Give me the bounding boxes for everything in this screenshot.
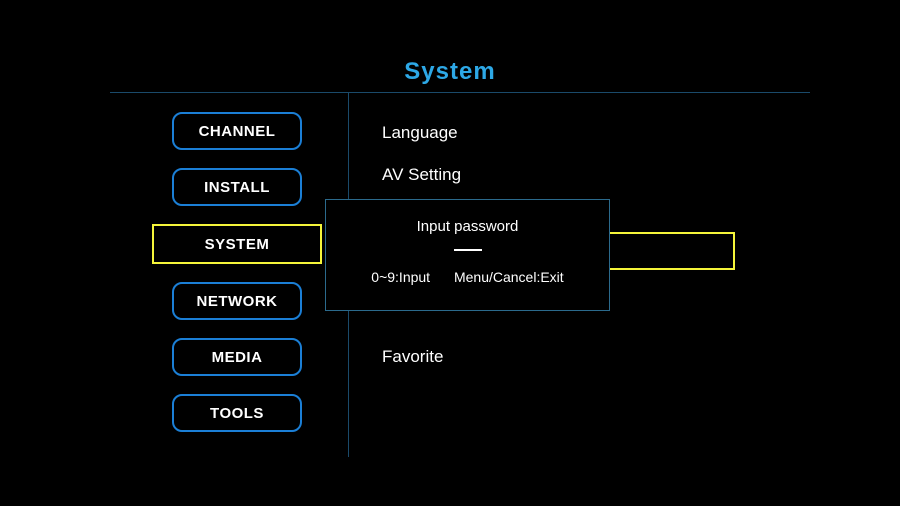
nav-label: SYSTEM xyxy=(205,236,270,253)
settings-screen: System CHANNEL INSTALL SYSTEM NETWORK ME… xyxy=(0,0,900,506)
hint-exit: Menu/Cancel:Exit xyxy=(454,269,564,285)
setting-label: Language xyxy=(382,123,458,143)
hint-input: 0~9:Input xyxy=(371,269,430,285)
password-input-line[interactable] xyxy=(454,249,482,251)
nav-channel[interactable]: CHANNEL xyxy=(172,112,302,150)
nav-network[interactable]: NETWORK xyxy=(172,282,302,320)
setting-label: Favorite xyxy=(382,347,443,367)
dialog-title: Input password xyxy=(417,218,519,235)
nav-media[interactable]: MEDIA xyxy=(172,338,302,376)
nav-label: NETWORK xyxy=(197,293,278,310)
setting-language[interactable]: Language xyxy=(382,112,461,154)
nav-label: INSTALL xyxy=(204,179,270,196)
setting-av-setting[interactable]: AV Setting xyxy=(382,154,461,196)
divider-top xyxy=(110,92,810,93)
setting-favorite[interactable]: Favorite xyxy=(382,336,461,378)
dialog-hint: 0~9:Input Menu/Cancel:Exit xyxy=(361,269,573,285)
setting-label: AV Setting xyxy=(382,165,461,185)
nav-tools[interactable]: TOOLS xyxy=(172,394,302,432)
sidebar: CHANNEL INSTALL SYSTEM NETWORK MEDIA TOO… xyxy=(172,112,322,450)
nav-label: MEDIA xyxy=(212,349,263,366)
nav-label: TOOLS xyxy=(210,405,264,422)
password-dialog: Input password 0~9:Input Menu/Cancel:Exi… xyxy=(325,199,610,311)
nav-install[interactable]: INSTALL xyxy=(172,168,302,206)
page-title: System xyxy=(0,58,900,86)
nav-label: CHANNEL xyxy=(199,123,276,140)
nav-system[interactable]: SYSTEM xyxy=(152,224,322,264)
